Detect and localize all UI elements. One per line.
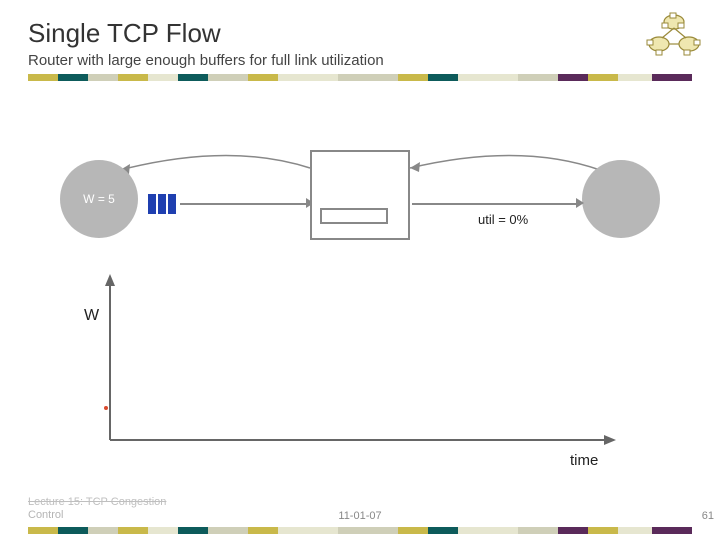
accent-segment [58, 74, 88, 81]
accent-segment [518, 527, 558, 534]
link-right [412, 203, 580, 205]
arrow-head-icon [576, 198, 584, 208]
footer-lecture: Lecture 15: TCP Congestion Control [28, 496, 166, 522]
accent-segment [178, 74, 208, 81]
accent-segment [398, 74, 428, 81]
footer-lecture-line1: Lecture 15: TCP Congestion [28, 496, 166, 509]
accent-segment [518, 74, 558, 81]
receiver-node [582, 160, 660, 238]
utilization-label: util = 0% [478, 212, 528, 227]
x-axis-label: time [570, 452, 598, 469]
accent-segment [148, 74, 178, 81]
page-title: Single TCP Flow [28, 18, 221, 49]
accent-segment [338, 527, 398, 534]
footer-lecture-line2: Control [28, 509, 166, 522]
link-left [180, 203, 310, 205]
accent-segment [652, 74, 692, 81]
packet [148, 194, 156, 214]
accent-segment [248, 527, 278, 534]
accent-segment [208, 527, 248, 534]
accent-segment [458, 527, 518, 534]
accent-segment [208, 74, 248, 81]
packet [168, 194, 176, 214]
network-logo-icon [644, 10, 704, 60]
accent-bar-top [28, 74, 692, 81]
sender-label: W = 5 [83, 192, 115, 206]
accent-bar-bottom [28, 527, 692, 534]
page-subtitle: Router with large enough buffers for ful… [28, 52, 384, 69]
accent-segment [58, 527, 88, 534]
accent-segment [338, 74, 398, 81]
window-vs-time-chart: W time [70, 270, 630, 470]
y-axis-label: W [84, 307, 100, 324]
router-box [310, 150, 410, 240]
sender-node: W = 5 [60, 160, 138, 238]
accent-segment [148, 527, 178, 534]
accent-segment [558, 74, 588, 81]
accent-segment [88, 527, 118, 534]
accent-segment [428, 527, 458, 534]
accent-segment [588, 527, 618, 534]
accent-segment [88, 74, 118, 81]
plot-start-dot [104, 406, 108, 410]
accent-segment [588, 74, 618, 81]
accent-segment [278, 527, 338, 534]
accent-segment [28, 74, 58, 81]
accent-segment [618, 527, 652, 534]
accent-segment [118, 74, 148, 81]
accent-segment [178, 527, 208, 534]
network-diagram: W = 5 util = 0% [60, 150, 660, 250]
accent-segment [398, 527, 428, 534]
packets-in-flight [148, 194, 176, 214]
packet [158, 194, 166, 214]
accent-segment [428, 74, 458, 81]
accent-segment [558, 527, 588, 534]
accent-segment [458, 74, 518, 81]
footer-date: 11-01-07 [338, 510, 381, 522]
accent-segment [278, 74, 338, 81]
accent-segment [118, 527, 148, 534]
accent-segment [652, 527, 692, 534]
footer-page-number: 61 [702, 510, 714, 522]
accent-segment [28, 527, 58, 534]
buffer-box [320, 208, 388, 224]
accent-segment [248, 74, 278, 81]
accent-segment [618, 74, 652, 81]
